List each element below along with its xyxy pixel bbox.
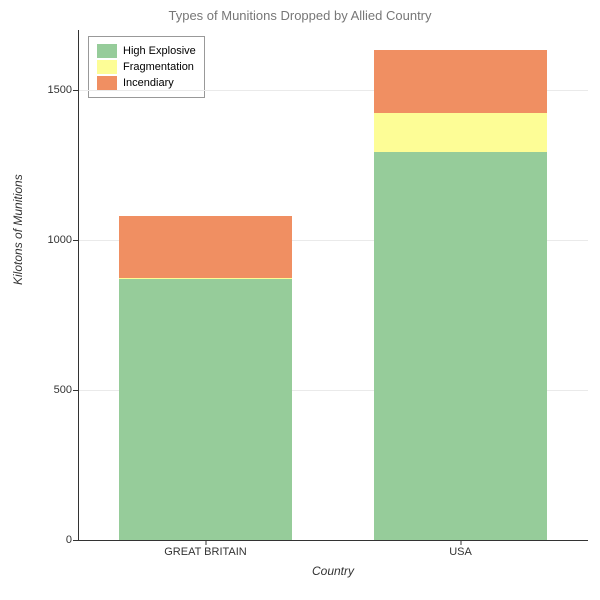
legend-item: Incendiary	[97, 75, 196, 91]
bar-segment	[374, 50, 547, 112]
bar-segment	[374, 113, 547, 152]
x-tick-label: USA	[449, 546, 472, 558]
y-tick-label: 500	[54, 384, 72, 396]
legend-swatch	[97, 60, 117, 74]
x-tick-mark	[205, 540, 206, 545]
y-tick-label: 0	[66, 534, 72, 546]
bar-group	[119, 216, 292, 540]
bar-segment	[119, 278, 292, 280]
legend-label: Incendiary	[123, 77, 174, 89]
y-axis-line	[78, 30, 79, 540]
chart-title: Types of Munitions Dropped by Allied Cou…	[0, 0, 600, 23]
plot-area: High Explosive Fragmentation Incendiary	[78, 30, 588, 540]
legend-swatch	[97, 76, 117, 90]
chart-container: Types of Munitions Dropped by Allied Cou…	[0, 0, 600, 600]
legend-swatch	[97, 44, 117, 58]
y-axis: 050010001500	[0, 30, 78, 540]
y-tick-label: 1500	[48, 84, 72, 96]
x-tick-label: GREAT BRITAIN	[164, 546, 247, 558]
legend-item: High Explosive	[97, 43, 196, 59]
legend-item: Fragmentation	[97, 59, 196, 75]
bar-segment	[119, 279, 292, 540]
bar-group	[374, 50, 547, 540]
legend-label: High Explosive	[123, 45, 196, 57]
y-tick-label: 1000	[48, 234, 72, 246]
x-tick-mark	[460, 540, 461, 545]
legend: High Explosive Fragmentation Incendiary	[88, 36, 205, 98]
bar-segment	[119, 216, 292, 278]
legend-label: Fragmentation	[123, 61, 194, 73]
x-axis: Country GREAT BRITAIN USA	[78, 540, 588, 580]
x-axis-label: Country	[312, 564, 354, 578]
bar-segment	[374, 152, 547, 541]
